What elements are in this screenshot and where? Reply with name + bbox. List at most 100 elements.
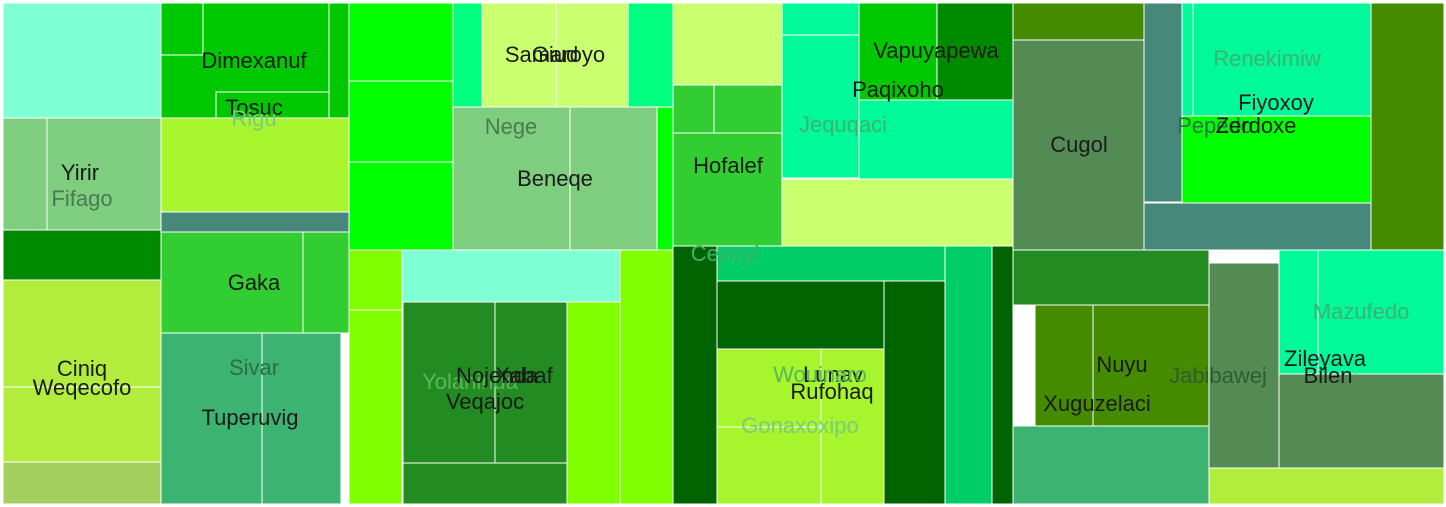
- treemap-cell-label: Weqecofo: [33, 375, 132, 400]
- treemap-cell: [348, 161, 454, 251]
- treemap-cell-label: Mazufedo: [1313, 299, 1410, 324]
- treemap-cell-label: Gonaxoxipo: [741, 413, 858, 438]
- treemap-cell: [2, 386, 162, 463]
- treemap-cell: [566, 301, 621, 505]
- treemap-cell: [672, 245, 946, 282]
- treemap-cell: [1192, 2, 1372, 117]
- treemap-cell: [160, 2, 204, 56]
- treemap-cell: [348, 249, 403, 311]
- treemap-cell-label: Giud: [532, 42, 578, 67]
- treemap-cell-label: Yolanirida: [422, 369, 519, 394]
- treemap-cell-label: Fiyoxoy: [1238, 90, 1314, 115]
- treemap-cell: [944, 245, 993, 505]
- treemap-cell: [1012, 2, 1145, 41]
- treemap-cell: [452, 2, 483, 108]
- treemap-cell-label: Renekimiw: [1213, 46, 1321, 71]
- treemap-cell-label: Gaka: [228, 270, 281, 295]
- treemap-cell-label: Zerdoxe: [1216, 113, 1297, 138]
- treemap-cell: [215, 91, 330, 119]
- treemap-cell: [716, 280, 885, 350]
- treemap-cell: [555, 2, 629, 108]
- treemap-cell: [160, 211, 350, 233]
- treemap-cell: [569, 106, 658, 251]
- treemap-cell: [2, 117, 48, 231]
- treemap-cell-label: Nojenda: [456, 363, 539, 388]
- treemap-cell: [2, 2, 162, 119]
- treemap-cell: [820, 348, 885, 505]
- treemap-cell-label: Jabibawej: [1169, 363, 1267, 388]
- treemap-cell: [160, 231, 304, 334]
- treemap-cell: [716, 426, 822, 505]
- treemap-cell: [1143, 2, 1183, 203]
- treemap-cell: [672, 245, 718, 505]
- treemap-cell: [858, 99, 1014, 180]
- treemap-cell-label: Rigu: [231, 106, 276, 131]
- treemap-cell: [1012, 249, 1210, 306]
- treemap-cell-label: Vapuyapewa: [873, 38, 999, 63]
- treemap-cell: [2, 229, 162, 281]
- treemap-cell: [1208, 262, 1280, 469]
- treemap-cell: [348, 309, 403, 505]
- treemap-cell-label: Xuguzelaci: [1043, 391, 1151, 416]
- treemap-cell: [1208, 467, 1445, 505]
- treemap-cell-label: Tosuc: [225, 95, 282, 120]
- treemap-cell-label: Sivar: [229, 355, 279, 380]
- treemap-cell: [713, 84, 783, 134]
- treemap-cell-label: Veqajoc: [446, 389, 524, 414]
- treemap-cell-label: Hofalef: [693, 153, 764, 178]
- treemap-cell-label: Nege: [485, 114, 538, 139]
- treemap-cell: [452, 106, 571, 251]
- treemap-cell: [160, 117, 350, 213]
- treemap-cell: [402, 462, 568, 505]
- treemap-cell-label: Jequqaci: [799, 112, 887, 137]
- treemap-cell: [858, 2, 938, 101]
- treemap-cell: [1034, 304, 1094, 427]
- treemap-cell: [302, 231, 350, 334]
- treemap-cell-label: Rufohaq: [790, 379, 873, 404]
- treemap-cell: [1143, 202, 1372, 251]
- treemap-cell-label: Ciniq: [57, 356, 107, 381]
- treemap-cell: [348, 2, 454, 82]
- treemap-cell: [2, 461, 162, 505]
- treemap-cell-label: Cepoyi: [691, 241, 759, 266]
- treemap-cell: [401, 249, 621, 303]
- treemap-cell-label: Beneqe: [517, 166, 593, 191]
- treemap-cell-label: Nuyu: [1096, 352, 1147, 377]
- treemap-cell: [781, 34, 860, 179]
- treemap-cell: [1317, 249, 1445, 375]
- treemap-cell: [619, 249, 674, 505]
- treemap-cell: [672, 2, 783, 86]
- treemap-cell: [261, 332, 342, 505]
- treemap-cell: [627, 2, 674, 108]
- treemap-cell: [1370, 2, 1445, 251]
- treemap-cell: [781, 178, 1014, 247]
- treemap-cell: [656, 106, 674, 251]
- treemap-cell: [2, 279, 162, 388]
- treemap-cell: [1012, 425, 1210, 505]
- treemap-cell: [494, 301, 568, 464]
- treemap-cell: [348, 80, 454, 163]
- treemap-cell: [991, 245, 1014, 505]
- treemap-cell-label: Tuperuvig: [201, 405, 298, 430]
- treemap-cell-label: Fifago: [51, 186, 112, 211]
- treemap-cell-label: Samaroyo: [505, 42, 605, 67]
- treemap-cell-label: Paqixoho: [852, 77, 944, 102]
- treemap-cell-label: Wouinaro: [773, 362, 867, 387]
- treemap-cell-label: Bilen: [1304, 363, 1353, 388]
- treemap-cell: [328, 2, 350, 119]
- treemap-cell: [1278, 373, 1445, 469]
- treemap-cell: [781, 2, 860, 36]
- treemap-cell: [883, 280, 946, 505]
- treemap-cell-label: Yirir: [61, 160, 99, 185]
- treemap-cell: [1012, 39, 1145, 251]
- treemap-cell: [672, 132, 783, 247]
- treemap-cell: [1181, 115, 1372, 204]
- treemap-cell: [481, 2, 557, 108]
- treemap-cell: [672, 84, 715, 134]
- treemap-cell-label: Xabaf: [495, 363, 553, 388]
- treemap-cell-label: Dimexanuf: [201, 48, 307, 73]
- treemap-cell-label: Zileyava: [1284, 346, 1367, 371]
- treemap-cell-label: Pepedo: [1177, 113, 1253, 138]
